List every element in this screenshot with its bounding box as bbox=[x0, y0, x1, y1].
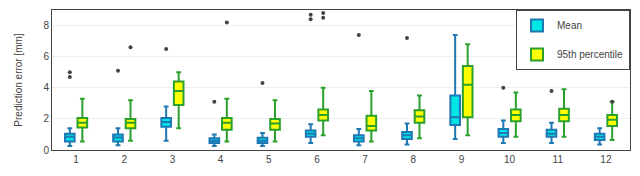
svg-text:8: 8 bbox=[410, 154, 416, 165]
svg-text:12: 12 bbox=[600, 154, 612, 165]
svg-text:Mean: Mean bbox=[557, 20, 582, 31]
svg-text:11: 11 bbox=[553, 154, 564, 165]
svg-text:95th percentile: 95th percentile bbox=[557, 49, 623, 60]
svg-text:8: 8 bbox=[43, 20, 49, 31]
svg-text:9: 9 bbox=[459, 154, 465, 165]
svg-text:6: 6 bbox=[43, 51, 49, 62]
svg-text:6: 6 bbox=[314, 154, 320, 165]
svg-text:4: 4 bbox=[43, 82, 49, 93]
svg-text:2: 2 bbox=[43, 113, 49, 124]
svg-text:4: 4 bbox=[218, 154, 224, 165]
svg-text:1: 1 bbox=[73, 154, 79, 165]
svg-text:7: 7 bbox=[362, 154, 368, 165]
svg-text:3: 3 bbox=[170, 154, 176, 165]
svg-text:5: 5 bbox=[266, 154, 272, 165]
svg-text:2: 2 bbox=[121, 154, 127, 165]
svg-text:10: 10 bbox=[504, 154, 516, 165]
svg-text:Prediction error [mm]: Prediction error [mm] bbox=[13, 33, 24, 127]
svg-text:0: 0 bbox=[43, 145, 49, 156]
